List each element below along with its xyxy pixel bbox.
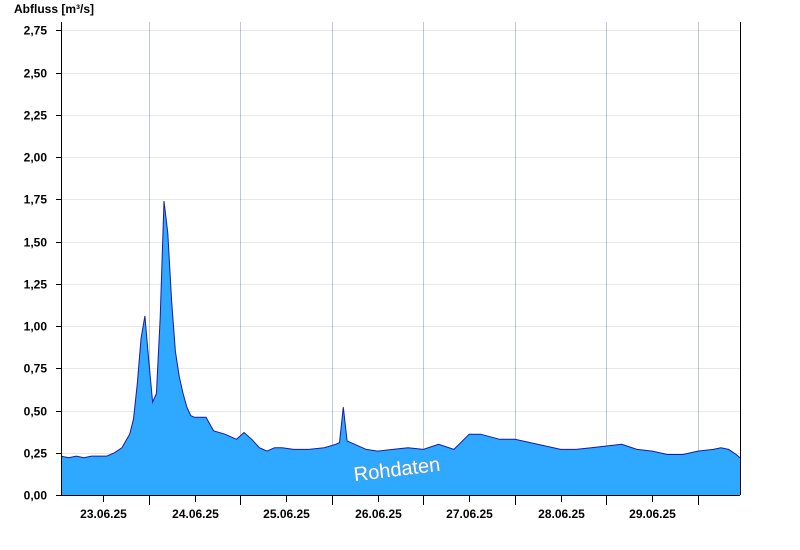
x-tick-label: 26.06.25 xyxy=(355,507,402,521)
y-tick-label: 0,50 xyxy=(24,405,48,419)
y-tick-label: 1,00 xyxy=(24,320,48,334)
x-tick-label: 29.06.25 xyxy=(629,507,676,521)
x-axis-ticks: 23.06.25 24.06.25 25.06.25 26.06.25 27.06.25… xyxy=(80,495,699,521)
x-tick-label: 24.06.25 xyxy=(172,507,219,521)
y-tick-label: 1,25 xyxy=(24,278,48,292)
x-tick-label: 28.06.25 xyxy=(538,507,585,521)
y-tick-label: 1,50 xyxy=(24,236,48,250)
y-tick-label: 2,50 xyxy=(24,67,48,81)
x-tick-label: 27.06.25 xyxy=(446,507,493,521)
x-tick-label: 23.06.25 xyxy=(80,507,127,521)
y-tick-label: 1,75 xyxy=(24,193,48,207)
series-layer xyxy=(60,201,741,495)
y-tick-label: 0,00 xyxy=(24,489,48,503)
x-tick-label: 25.06.25 xyxy=(263,507,310,521)
y-tick-label: 0,75 xyxy=(24,362,48,376)
y-tick-label: 2,25 xyxy=(24,109,48,123)
discharge-area xyxy=(61,201,740,495)
y-tick-label: 2,00 xyxy=(24,151,48,165)
y-tick-label: 0,25 xyxy=(24,447,48,461)
grid-lines xyxy=(61,22,740,495)
y-axis-ticks: 0,00 0,25 0,50 0,75 1,00 1,25 1,50 1,75 2,00 2,25… xyxy=(24,24,61,503)
y-tick-label: 2,75 xyxy=(24,24,48,38)
y-axis-label: Abfluss [m³/s] xyxy=(14,2,94,16)
discharge-line xyxy=(60,201,741,459)
